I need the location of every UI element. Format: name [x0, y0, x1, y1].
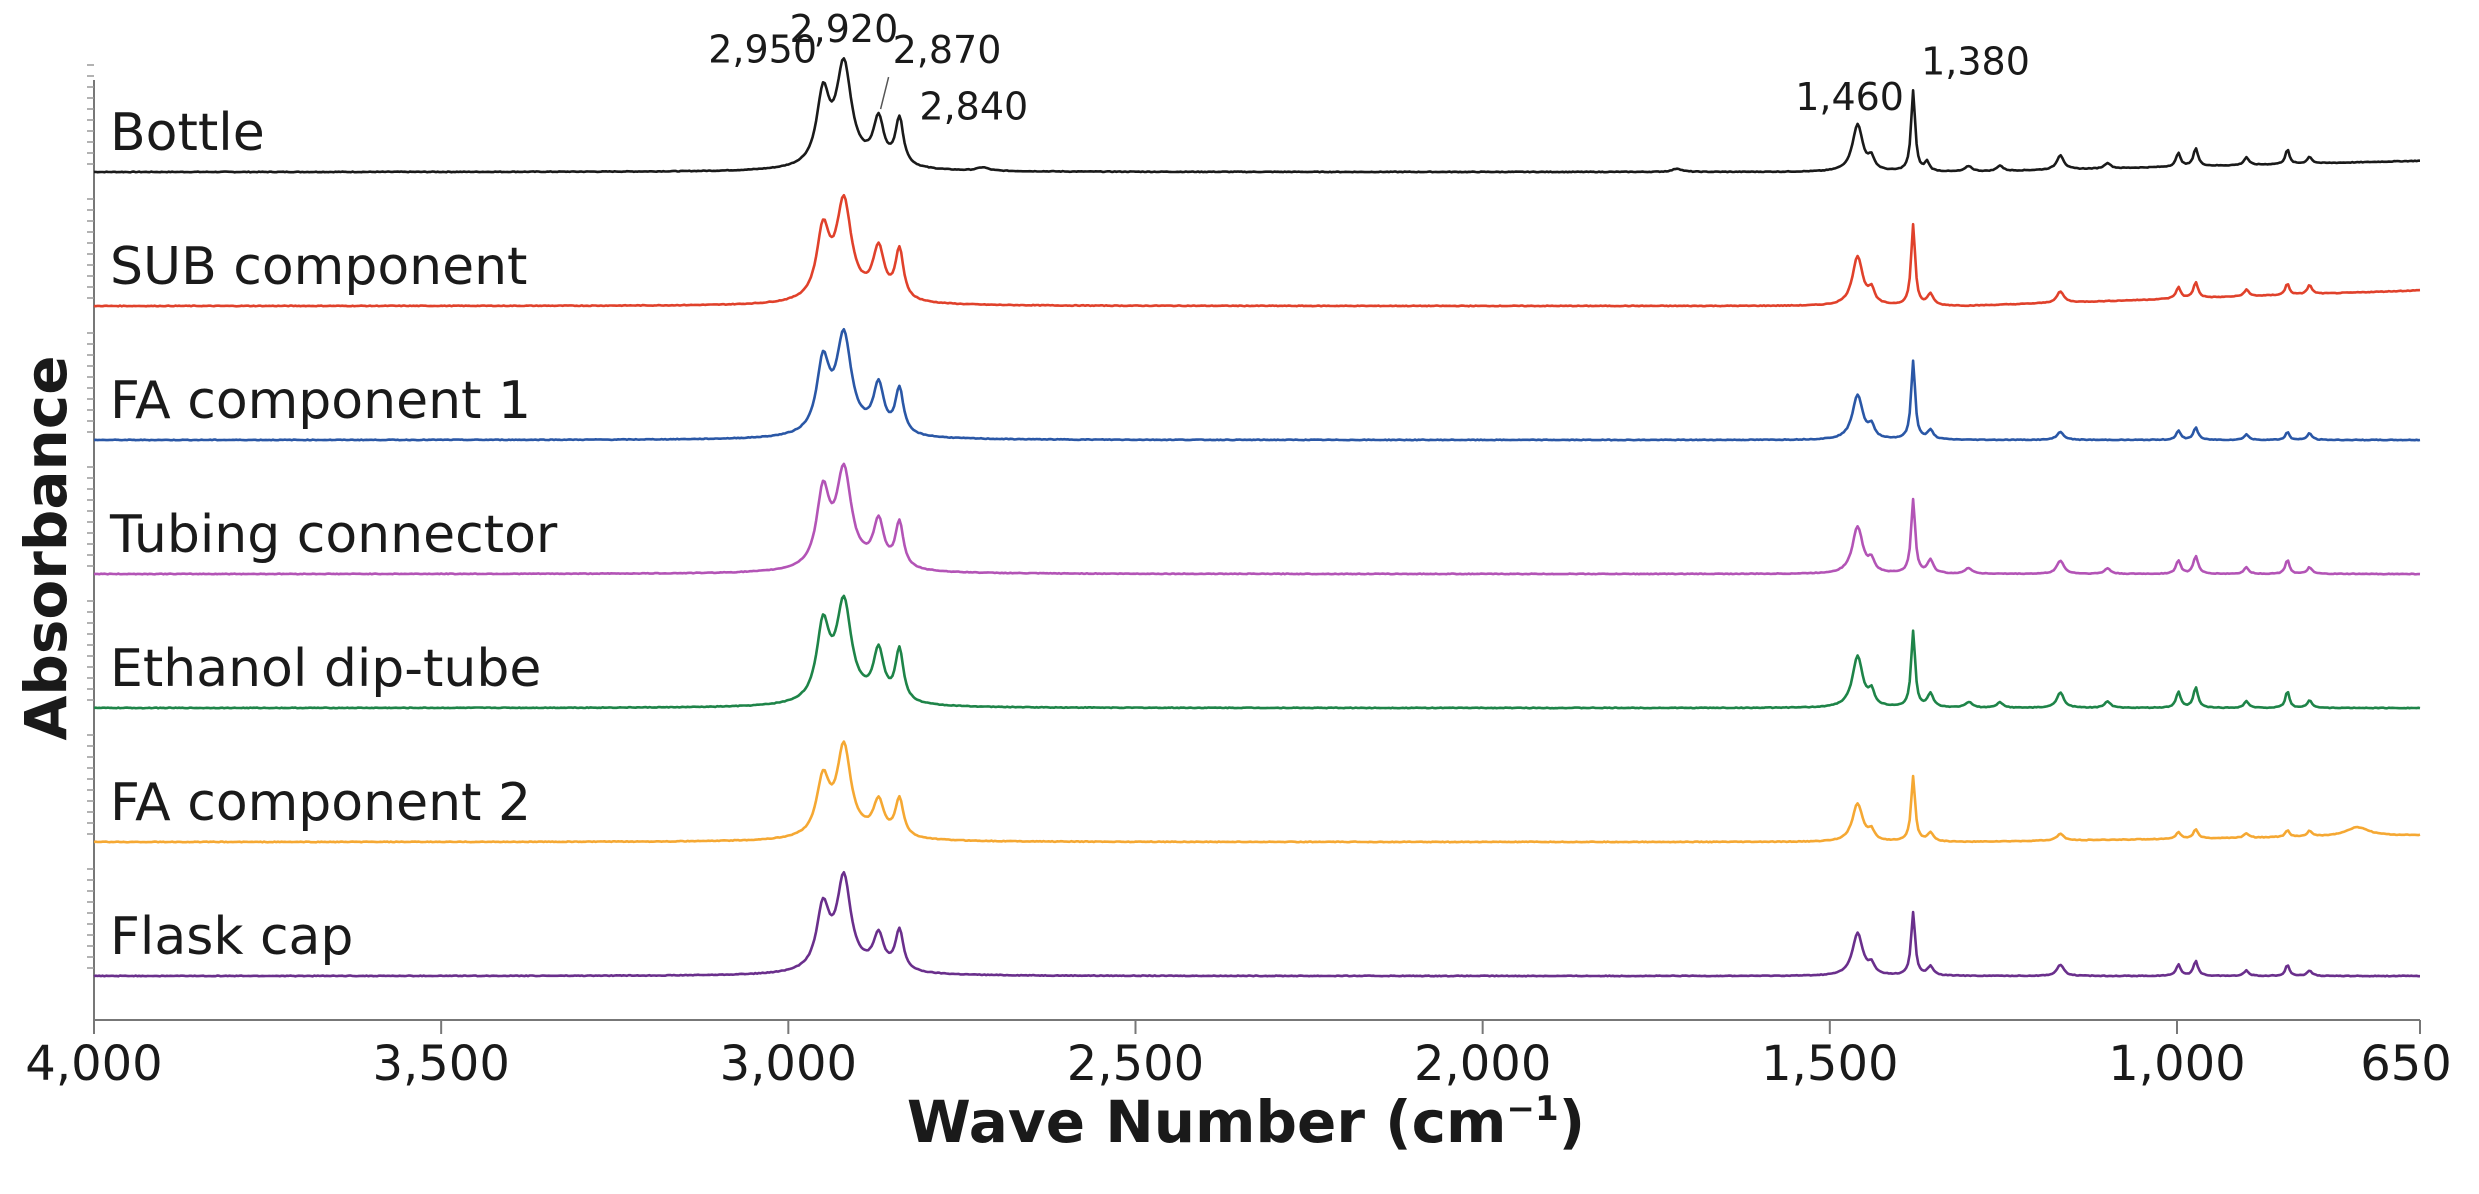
peak-label: 2,840: [919, 84, 1028, 128]
peak-label: 2,870: [893, 28, 1002, 72]
series-label: Tubing connector: [109, 505, 558, 565]
series-line-0: [93, 57, 2420, 174]
x-tick-label: 1,000: [2108, 1036, 2245, 1092]
x-axis-title-close: ): [1559, 1088, 1586, 1156]
series-line-3: [93, 462, 2421, 576]
peak-leader-line: [879, 76, 890, 110]
series-line-5: [93, 740, 2421, 844]
series-line-6: [93, 871, 2420, 978]
x-tick-label: 2,000: [1414, 1036, 1551, 1092]
x-axis-title: Wave Number (cm−1): [907, 1088, 1585, 1156]
series-label: Flask cap: [110, 907, 353, 967]
peak-label: 2,920: [789, 7, 898, 51]
series-label: FA component 2: [110, 773, 531, 833]
series-line-1: [93, 193, 2421, 308]
y-axis: [87, 64, 95, 1020]
series-layer: [93, 57, 2421, 978]
peak-label: 2,950: [708, 28, 817, 72]
x-axis-title-superscript: −1: [1506, 1089, 1558, 1129]
series-line-2: [93, 328, 2421, 442]
peak-label: 1,460: [1795, 75, 1904, 119]
x-tick-label: 650: [2360, 1036, 2452, 1092]
x-tick-label: 4,000: [25, 1036, 162, 1092]
label-layer: Bottle SUB component FA component 1 Tubing …: [109, 103, 558, 967]
x-tick-label: 3,500: [372, 1036, 509, 1092]
series-label: Bottle: [110, 103, 265, 163]
x-tick-label: 3,000: [720, 1036, 857, 1092]
x-axis-title-main: Wave Number (cm: [907, 1088, 1507, 1156]
peak-label: 1,380: [1921, 39, 2030, 83]
series-label: FA component 1: [110, 371, 531, 431]
series-line-4: [93, 594, 2421, 710]
series-label: Ethanol dip-tube: [110, 639, 541, 699]
y-axis-title: Absorbance: [12, 355, 80, 740]
x-tick-label: 2,500: [1067, 1036, 1204, 1092]
x-axis: 4,000 3,500 3,000 2,500 2,000 1,500 1,000 650: [25, 1019, 2452, 1092]
series-label: SUB component: [110, 237, 527, 297]
x-tick-label: 1,500: [1761, 1036, 1898, 1092]
